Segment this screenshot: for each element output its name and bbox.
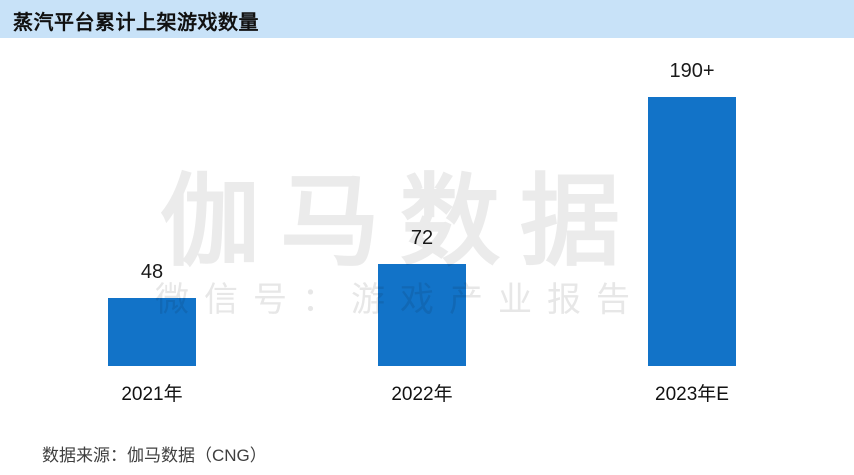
bar-chart: 48 72 190+ 伽马数据 微信号：游戏产业报告: [62, 60, 782, 366]
x-axis-label-2023e: 2023年E: [655, 384, 729, 405]
bar-2023e: [648, 97, 736, 366]
bar-group-2023e: 190+: [602, 60, 782, 366]
data-source-note: 数据来源：伽马数据（CNG）: [42, 446, 267, 465]
page-title: 蒸汽平台累计上架游戏数量: [13, 11, 259, 34]
value-label-2022: 72: [410, 227, 434, 249]
value-label-2023e: 190+: [669, 60, 715, 82]
bar-2021: [108, 298, 196, 366]
chart-title-band: 蒸汽平台累计上架游戏数量: [0, 0, 854, 38]
bar-group-2021: 48: [62, 261, 242, 366]
x-axis-label-2022: 2022年: [391, 384, 453, 405]
bar-group-2022: 72: [332, 227, 512, 366]
value-label-2021: 48: [140, 261, 164, 283]
x-axis-label-2021: 2021年: [121, 384, 183, 405]
bar-2022: [378, 264, 466, 366]
